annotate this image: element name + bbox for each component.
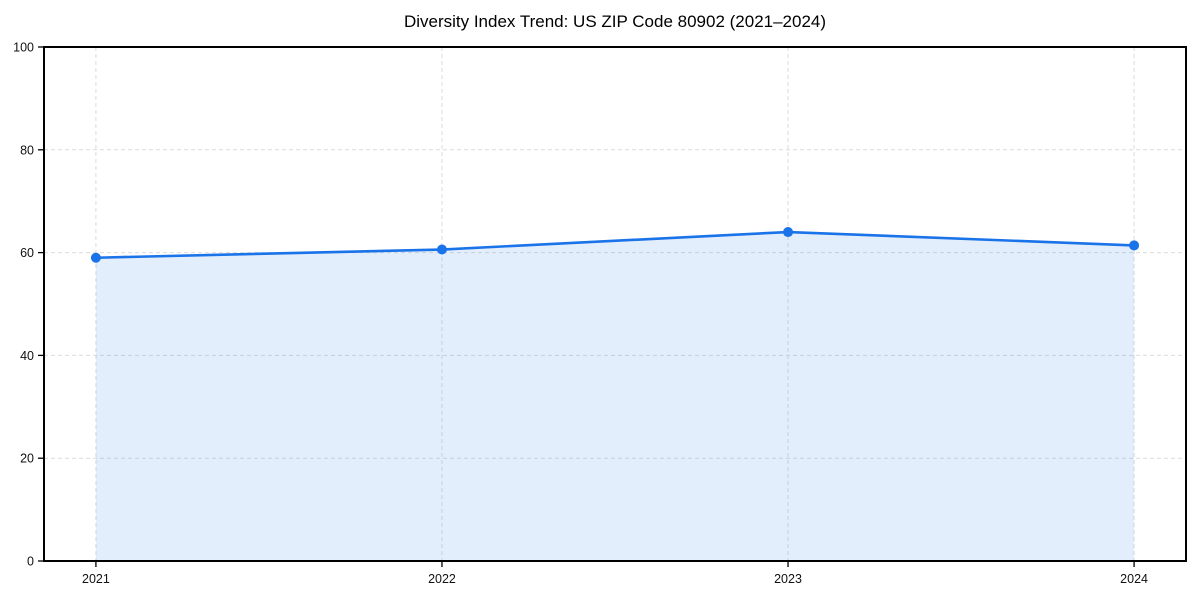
axis-frame [43, 46, 1187, 562]
trend-line [94, 230, 1136, 260]
x-tick-label: 2023 [774, 572, 802, 586]
x-tick-label: 2022 [428, 572, 456, 586]
x-tick-label: 2021 [82, 572, 110, 586]
data-point-2022 [436, 244, 447, 255]
y-tick-label: 80 [20, 143, 34, 157]
data-point-2023 [783, 227, 794, 238]
x-tick-label: 2024 [1120, 572, 1148, 586]
chart-title: Diversity Index Trend: US ZIP Code 80902… [403, 12, 827, 31]
area-fill [95, 232, 1135, 562]
y-tick-label: 100 [13, 41, 34, 55]
data-point-2021 [90, 252, 101, 263]
y-tick-label: 60 [20, 246, 34, 260]
y-tick-label: 40 [20, 349, 34, 363]
data-point-2024 [1129, 240, 1140, 251]
y-tick-label: 20 [20, 452, 34, 466]
y-tick-label: 0 [27, 555, 34, 569]
